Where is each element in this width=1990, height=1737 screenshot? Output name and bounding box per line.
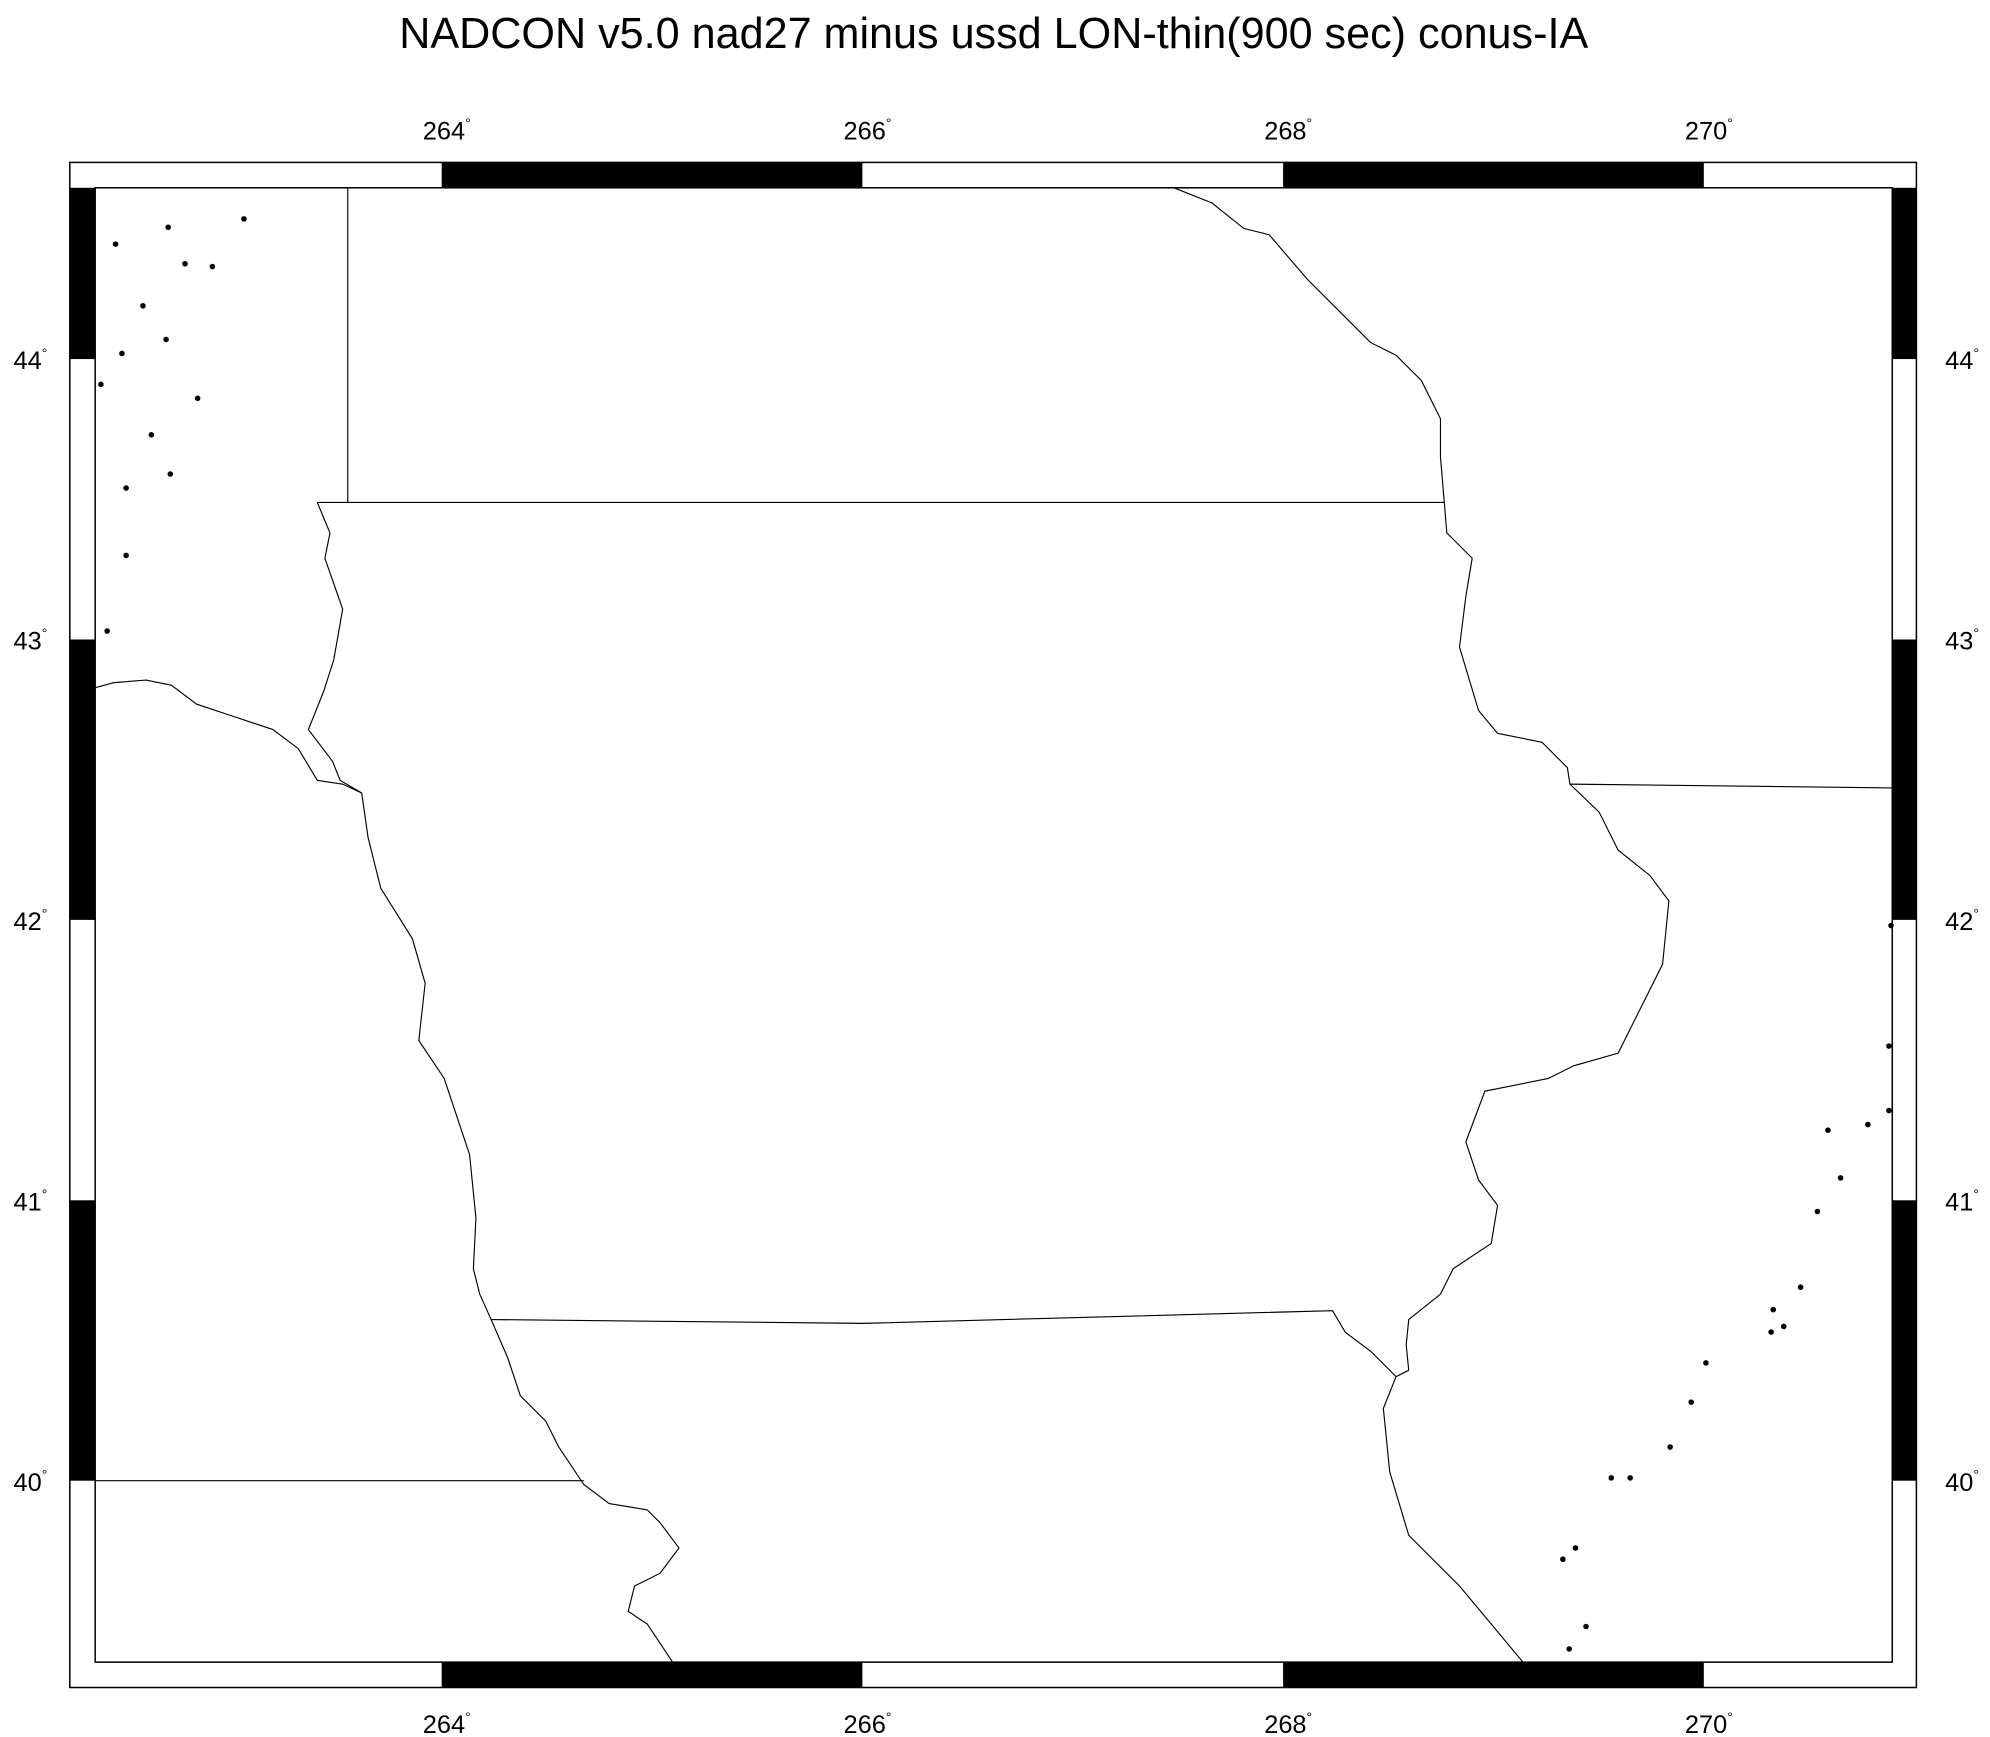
lon-label-bottom: 266° [844, 1709, 892, 1737]
degree-symbol: ° [42, 1186, 48, 1202]
data-point [1888, 922, 1894, 929]
data-point [123, 552, 129, 559]
frame-band-right [1892, 187, 1917, 360]
lat-label-left: 41° [14, 1186, 48, 1216]
map-title: NADCON v5.0 nad27 minus ussd LON-thin(90… [399, 10, 1588, 58]
data-point [1825, 1127, 1831, 1133]
frame-band-left [69, 1200, 96, 1481]
map-frame [69, 161, 1918, 1689]
degree-symbol: ° [465, 115, 471, 131]
degree-symbol: ° [1307, 115, 1313, 131]
degree-symbol: ° [1973, 906, 1979, 922]
lat-label-right: 42° [1945, 906, 1979, 936]
frame-band-bottom [441, 1662, 863, 1688]
data-point [1566, 1646, 1572, 1652]
degree-symbol: ° [1727, 1709, 1733, 1725]
lat-label-left: 42° [14, 906, 48, 936]
data-point [1627, 1475, 1633, 1481]
lat-label-left: 44° [14, 345, 48, 375]
data-point [1667, 1444, 1673, 1450]
state-borders [95, 187, 1893, 1663]
degree-symbol: ° [42, 1466, 48, 1482]
data-point [209, 263, 216, 270]
data-point [194, 395, 201, 402]
degree-symbol: ° [1727, 115, 1733, 131]
lat-label-right: 43° [1945, 625, 1979, 655]
degree-symbol: ° [1973, 1186, 1979, 1202]
degree-symbol: ° [1973, 625, 1979, 641]
frame-band-top [1283, 162, 1704, 188]
border-iowa-south [491, 1310, 1397, 1378]
lon-label-top: 270° [1685, 115, 1733, 145]
data-point [163, 336, 169, 343]
data-point [123, 485, 129, 491]
degree-symbol: ° [42, 906, 48, 922]
frame-band-right [1892, 639, 1917, 920]
data-point [165, 224, 171, 231]
degree-symbol: ° [1973, 1466, 1979, 1482]
border-il-wi [1569, 783, 1893, 789]
mississippi-river-border [1173, 187, 1670, 1663]
data-point [241, 216, 247, 222]
degree-symbol: ° [465, 1709, 471, 1725]
lat-label-left: 43° [14, 625, 48, 655]
degree-symbol: ° [42, 345, 48, 361]
data-point [1797, 1284, 1804, 1291]
data-point [1768, 1329, 1774, 1335]
lat-label-right: 40° [1945, 1466, 1979, 1496]
data-point [1572, 1545, 1579, 1551]
degree-symbol: ° [1973, 345, 1979, 361]
data-point [148, 431, 155, 438]
data-point [182, 260, 188, 267]
tick-labels: 264° 264° 266° 266° 268° 268° 270° 270° 44° 44° 43… [14, 115, 1979, 1737]
lon-label-bottom: 264° [423, 1709, 471, 1737]
data-point [1770, 1306, 1777, 1313]
degree-symbol: ° [886, 1709, 892, 1725]
frame-band-top [441, 162, 863, 188]
frame-inner [94, 187, 1894, 1663]
degree-symbol: ° [886, 115, 892, 131]
data-points [98, 216, 1894, 1652]
lat-label-right: 44° [1945, 345, 1979, 375]
data-point [1608, 1475, 1615, 1481]
data-point [1886, 1107, 1892, 1114]
data-point [167, 471, 174, 477]
data-point [1865, 1121, 1871, 1128]
lon-label-top: 266° [844, 115, 892, 145]
lat-label-left: 40° [14, 1466, 48, 1496]
data-point [1703, 1360, 1709, 1366]
lon-label-bottom: 268° [1264, 1709, 1312, 1737]
frame-band-left [69, 639, 96, 920]
frame-band-right [1892, 1200, 1917, 1481]
data-point [140, 303, 146, 309]
lat-label-right: 41° [1945, 1186, 1979, 1216]
data-point [1560, 1556, 1566, 1563]
lon-label-top: 264° [423, 115, 471, 145]
border-iowa-west [307, 502, 492, 1320]
degree-symbol: ° [1307, 1709, 1313, 1725]
data-point [1886, 1043, 1892, 1049]
data-point [1583, 1623, 1589, 1630]
data-point [112, 241, 119, 247]
data-point [119, 350, 125, 357]
missouri-river-south [490, 1319, 680, 1663]
data-point [104, 628, 110, 634]
frame-band-left [69, 187, 96, 360]
frame-band-bottom [1283, 1662, 1704, 1688]
data-point [1688, 1399, 1694, 1405]
border-sd-ne [95, 679, 362, 794]
lon-label-top: 268° [1264, 115, 1312, 145]
degree-symbol: ° [42, 625, 48, 641]
data-point [1837, 1175, 1844, 1181]
data-point [98, 381, 104, 388]
data-point [1814, 1208, 1821, 1215]
data-point [1780, 1323, 1787, 1330]
lon-label-bottom: 270° [1685, 1709, 1733, 1737]
